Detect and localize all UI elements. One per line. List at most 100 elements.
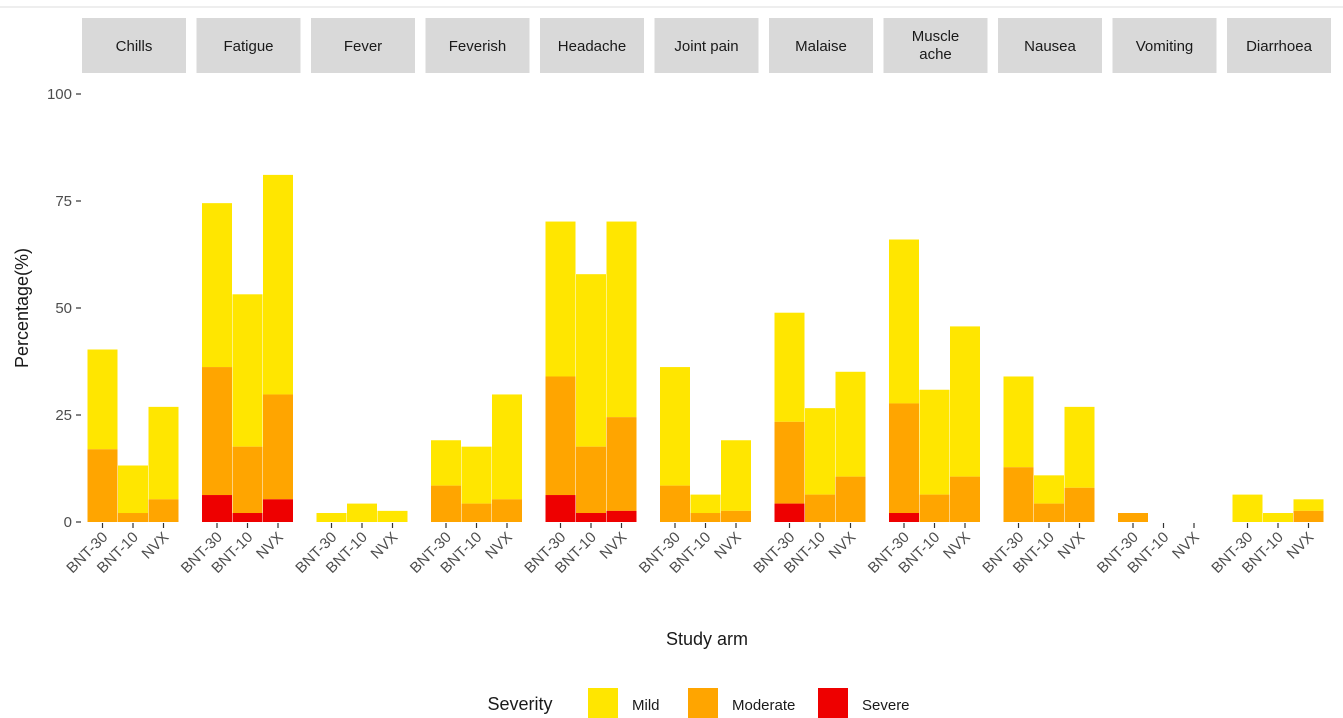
bar-segment-mild xyxy=(202,203,232,368)
bar-segment-mild xyxy=(660,367,690,486)
bar-segment-moderate xyxy=(576,446,606,514)
bar-segment-moderate xyxy=(263,394,293,500)
x-tick-label: NVX xyxy=(482,529,516,563)
legend-title: Severity xyxy=(487,694,552,714)
bar-segment-mild xyxy=(835,371,866,477)
y-tick-label: 100 xyxy=(47,86,72,103)
legend-key-severe xyxy=(818,688,848,718)
bar-segment-mild xyxy=(889,239,919,404)
bar-segment-moderate xyxy=(660,485,690,522)
bar-segment-moderate xyxy=(950,476,980,522)
facet-panels: ChillsBNT-30BNT-10NVXFatigueBNT-30BNT-10… xyxy=(63,18,1331,577)
bar-segment-moderate xyxy=(431,485,461,522)
bar-segment-moderate xyxy=(148,499,179,522)
facet-strip xyxy=(1112,18,1217,73)
y-axis-title: Percentage(%) xyxy=(12,248,32,368)
facet-strip xyxy=(1227,18,1331,73)
bar-segment-moderate xyxy=(919,494,950,522)
bar-segment-mild xyxy=(316,513,347,522)
facet-label: Fever xyxy=(344,38,382,55)
x-tick-label: NVX xyxy=(596,529,630,563)
x-tick-label: NVX xyxy=(1283,529,1317,563)
bar-segment-severe xyxy=(263,499,293,522)
facet-label: Vomiting xyxy=(1136,38,1194,55)
x-tick-label: NVX xyxy=(253,529,287,563)
bar-segment-mild xyxy=(492,394,522,500)
facet-label: Fatigue xyxy=(223,38,273,55)
facet-label: Joint pain xyxy=(674,38,738,55)
bar-segment-mild xyxy=(1263,513,1293,522)
bar-segment-moderate xyxy=(232,446,263,514)
x-tick-label: NVX xyxy=(367,529,401,563)
facet-label: Nausea xyxy=(1024,38,1076,55)
bar-segment-mild xyxy=(1293,499,1324,511)
bar-segment-moderate xyxy=(606,417,637,511)
facet-label: Headache xyxy=(558,38,626,55)
bar-segment-mild xyxy=(1003,376,1034,468)
legend-label-severe: Severe xyxy=(862,697,910,714)
y-tick-label: 25 xyxy=(55,407,72,424)
bar-segment-mild xyxy=(377,510,408,522)
bar-segment-mild xyxy=(431,440,461,486)
bar-segment-mild xyxy=(774,312,805,422)
x-tick-label: NVX xyxy=(711,529,745,563)
bar-segment-moderate xyxy=(835,476,866,522)
bar-segment-moderate xyxy=(1003,467,1034,522)
legend-label-moderate: Moderate xyxy=(732,697,795,714)
bar-segment-moderate xyxy=(721,510,751,522)
bar-segment-mild xyxy=(606,221,637,418)
x-tick-label: NVX xyxy=(1169,529,1203,563)
bar-segment-mild xyxy=(545,221,576,377)
legend: Severity Mild Moderate Severe xyxy=(487,688,910,718)
bar-segment-moderate xyxy=(1118,513,1148,522)
bar-segment-moderate xyxy=(202,367,232,496)
bar-segment-severe xyxy=(774,503,805,522)
facet-strip xyxy=(82,18,186,73)
bar-segment-moderate xyxy=(492,499,522,522)
bar-segment-moderate xyxy=(1293,510,1324,522)
facet-label: Muscle xyxy=(912,28,960,45)
bar-segment-mild xyxy=(576,274,606,447)
bar-segment-severe xyxy=(545,495,576,522)
bar-segment-severe xyxy=(202,495,232,522)
bar-segment-mild xyxy=(919,389,950,495)
x-tick-label: NVX xyxy=(940,529,974,563)
y-axis: 0 25 50 75 100 xyxy=(47,86,81,531)
facet-strip xyxy=(196,18,301,73)
bar-segment-mild xyxy=(461,446,492,504)
facet-label: Diarrhoea xyxy=(1246,38,1313,55)
x-tick-label: NVX xyxy=(825,529,859,563)
bar-segment-mild xyxy=(950,326,980,477)
bar-segment-mild xyxy=(87,349,118,450)
facet-label: Chills xyxy=(116,38,153,55)
facet-label: Feverish xyxy=(449,38,507,55)
bar-segment-moderate xyxy=(774,421,805,504)
bar-segment-severe xyxy=(889,513,919,522)
bar-segment-mild xyxy=(1232,494,1263,522)
legend-key-moderate xyxy=(688,688,718,718)
bar-segment-moderate xyxy=(545,376,576,496)
bar-segment-severe xyxy=(232,513,263,522)
facet-strip xyxy=(998,18,1102,73)
facet-label: Malaise xyxy=(795,38,847,55)
x-axis-title: Study arm xyxy=(666,629,748,649)
x-tick-label: NVX xyxy=(138,529,172,563)
facet-strip xyxy=(654,18,759,73)
bar-segment-moderate xyxy=(690,513,721,522)
y-tick-label: 0 xyxy=(64,514,72,531)
bar-segment-severe xyxy=(606,510,637,522)
facet-strip xyxy=(883,18,988,73)
bar-segment-moderate xyxy=(118,513,148,522)
bar-segment-mild xyxy=(148,406,179,500)
y-tick-label: 75 xyxy=(55,193,72,210)
bar-segment-mild xyxy=(232,294,263,447)
